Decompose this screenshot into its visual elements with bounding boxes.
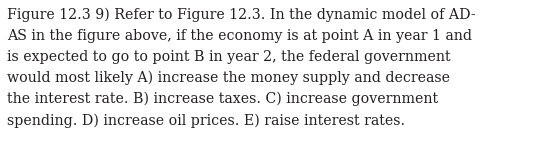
Text: Figure 12.3 9) Refer to Figure 12.3. In the dynamic model of AD-
AS in the figur: Figure 12.3 9) Refer to Figure 12.3. In … <box>7 8 475 128</box>
